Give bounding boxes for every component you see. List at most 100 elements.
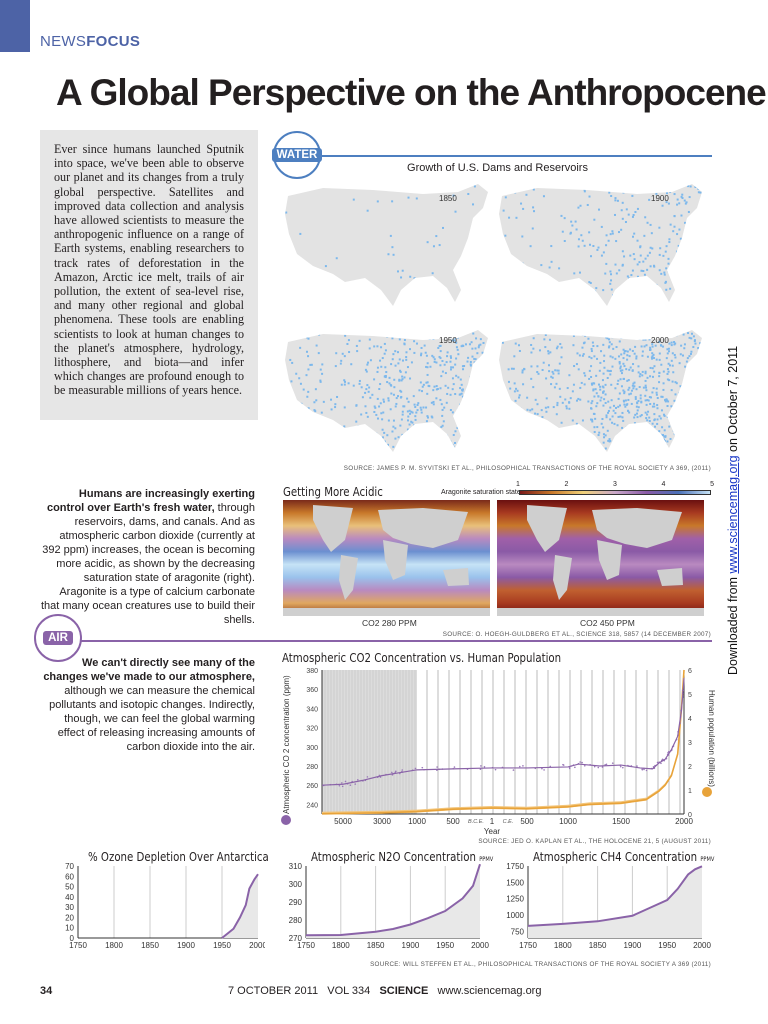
download-link[interactable]: www.sciencemag.org — [726, 455, 740, 574]
dam-dot — [413, 340, 416, 343]
dam-dot — [697, 346, 700, 349]
dam-dot — [678, 362, 681, 365]
dam-dot — [705, 386, 707, 388]
dam-dot — [705, 344, 707, 346]
dam-dot — [638, 454, 640, 456]
dam-dot — [637, 400, 640, 403]
dam-dot — [507, 368, 510, 371]
dam-dot — [593, 218, 596, 221]
dam-dot — [611, 305, 614, 306]
footer-date: 7 OCTOBER 2011 — [228, 985, 319, 997]
dam-dot — [673, 215, 676, 218]
dam-dot — [449, 440, 452, 443]
dam-dot — [488, 325, 490, 327]
dam-dot — [456, 454, 458, 456]
dam-dot — [509, 337, 512, 340]
dam-dot — [668, 241, 671, 244]
dam-dot — [518, 184, 521, 187]
dam-dot — [604, 383, 607, 386]
dam-dot — [403, 451, 406, 452]
dam-dot — [658, 415, 661, 418]
x-tick-label: 1750 — [297, 941, 315, 950]
dam-dot — [659, 433, 662, 436]
dam-dot — [513, 355, 516, 358]
dam-dot — [420, 435, 423, 438]
dam-dot — [666, 348, 669, 351]
dam-dot — [427, 325, 429, 327]
dam-dot — [670, 301, 673, 304]
dam-dot — [680, 307, 682, 309]
dam-dot — [385, 371, 388, 374]
dam-dot — [455, 346, 458, 349]
dam-dot — [666, 368, 669, 371]
dam-dot — [692, 427, 695, 430]
dam-dot — [706, 366, 708, 368]
y2-tick-label: 6 — [688, 668, 692, 675]
dam-dot — [616, 439, 619, 442]
dam-dot — [685, 436, 688, 439]
dam-dot — [604, 401, 607, 404]
dam-dot — [672, 409, 675, 412]
dam-dot — [544, 406, 547, 409]
dam-dot — [635, 458, 637, 460]
dam-dot — [295, 336, 298, 339]
scale-tick: 1 — [516, 481, 520, 488]
dam-dot — [306, 395, 309, 398]
bottom-source: SOURCE: WILL STEFFEN ET AL., PHILOSOPHIC… — [370, 961, 711, 968]
dam-dot — [334, 406, 337, 409]
x-tick-label: 2000 — [471, 941, 489, 950]
dam-dot — [602, 404, 605, 407]
us-land — [285, 330, 488, 452]
dam-dot — [647, 410, 650, 413]
dam-dot — [684, 436, 687, 439]
dam-dot — [644, 257, 647, 260]
dam-dot — [694, 271, 697, 274]
dam-dot — [587, 337, 590, 340]
dam-dot — [643, 291, 646, 294]
dam-dot — [663, 429, 666, 432]
co2-point — [338, 784, 341, 787]
dam-dot — [664, 280, 667, 283]
dam-dot — [534, 412, 537, 415]
dam-dot — [591, 420, 594, 423]
dam-dot — [607, 439, 610, 442]
dam-dot — [447, 386, 450, 389]
dam-dot — [661, 426, 664, 429]
dam-dot — [525, 330, 528, 332]
dam-dot — [622, 389, 625, 392]
dam-dot — [461, 330, 464, 331]
dam-dot — [362, 331, 365, 334]
dam-dot — [399, 389, 402, 392]
dam-dot — [577, 397, 580, 400]
area-fill — [306, 864, 480, 938]
us-land — [499, 184, 702, 306]
footer-url[interactable]: www.sciencemag.org — [437, 985, 542, 997]
dam-dot — [668, 342, 671, 345]
dam-dot — [632, 214, 635, 217]
dam-dot — [666, 399, 669, 402]
y-tick-label: 280 — [306, 764, 318, 771]
dam-dot — [526, 408, 529, 411]
dam-dot — [682, 333, 685, 336]
dam-dot — [677, 432, 680, 435]
dam-dot — [431, 354, 434, 357]
dam-dot — [452, 194, 455, 197]
dam-dot — [480, 382, 483, 385]
dam-dot — [325, 450, 328, 452]
dam-dot — [694, 442, 697, 445]
x-tick-label: 1750 — [519, 941, 537, 950]
dam-dot — [468, 294, 471, 297]
dam-dot — [662, 370, 665, 373]
dam-dot — [641, 298, 644, 301]
dam-dot — [416, 409, 419, 412]
dam-dot — [621, 217, 624, 220]
dam-dot — [658, 358, 661, 361]
dam-dot — [583, 244, 586, 247]
dam-dot — [334, 365, 337, 368]
co2-point — [494, 768, 497, 771]
dam-dot — [573, 272, 576, 275]
dam-dot — [336, 395, 339, 398]
dam-dot — [547, 364, 550, 367]
dam-dot — [609, 355, 612, 358]
dam-dot — [558, 362, 561, 365]
